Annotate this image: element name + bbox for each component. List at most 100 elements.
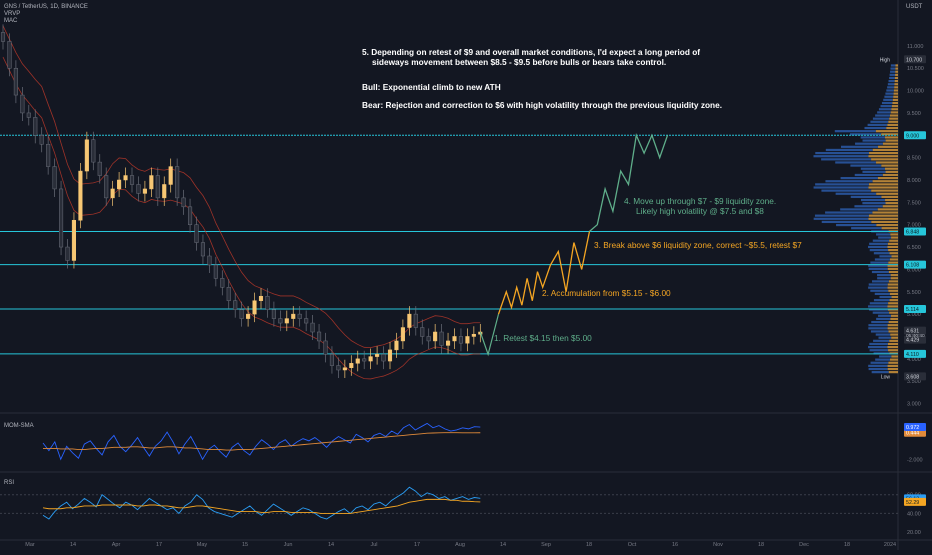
candle-body [368,356,373,362]
price-tick-label: 5.500 [907,290,921,296]
volume-profile-bar [869,349,889,352]
volume-profile-bar [881,164,898,167]
candle-body [426,336,431,342]
volume-profile-bar [835,161,877,164]
time-tick-label: 17 [414,542,420,548]
candle-body [252,300,257,315]
mom-label: 0.972 [906,425,919,431]
volume-profile-bar [893,95,898,98]
candle-body [33,117,38,136]
volume-profile-bar [869,242,888,245]
indicator-vrvp[interactable]: VRVP [4,11,21,17]
annotation-step3: 3. Break above $6 liquidity zone, correc… [594,240,802,250]
volume-profile-bar [870,261,889,264]
candle-body [278,318,283,324]
volume-profile-bar [890,233,898,236]
mom-label: 0.444 [906,431,919,437]
volume-profile-bar [887,324,898,327]
volume-profile-bar [887,305,898,308]
price-label-box [904,349,926,358]
volume-profile-bar [869,151,898,155]
annotation-bear: Bear: Rejection and correction to $6 wit… [362,100,723,110]
candle-body [465,336,470,344]
price-label: 4.110 [906,352,919,358]
volume-profile-bar [891,336,898,339]
volume-profile-bar [813,155,869,158]
volume-profile-bar [873,352,890,355]
volume-profile-bar [889,252,898,255]
volume-profile-bar [889,292,898,295]
candle-body [129,175,135,185]
volume-profile-bar [889,299,898,302]
price-tick-label: 7.000 [907,223,921,229]
volume-profile-bar [894,80,898,83]
price-label-box [904,335,926,344]
time-tick-label: Mar [25,542,35,548]
volume-profile-bar [815,151,870,155]
rsi-label-box [904,497,926,506]
candle-body [446,340,451,346]
volume-profile-bar [840,177,878,180]
volume-profile-bar [881,101,893,105]
volume-profile-bar [894,86,898,89]
volume-profile-bar [881,227,898,230]
annotation-bull: Bull: Exponential climb to new ATH [362,82,501,92]
candle-body [91,139,96,163]
volume-profile-bar [887,308,898,311]
volume-profile-bar [850,133,882,136]
ma-upper [2,25,481,349]
price-tick-label: 10.500 [907,66,924,72]
volume-profile-bar [881,133,898,136]
candles [0,24,483,379]
volume-profile-bar [869,302,889,305]
volume-profile-bar [887,123,898,127]
time-tick-label: 18 [586,542,592,548]
volume-profile-bar [872,239,890,242]
price-tick-label: 5.000 [907,312,921,318]
candle-body [65,246,70,261]
volume-profile-bar [888,80,895,83]
volume-profile-bar [825,148,873,152]
volume-profile-bar [836,223,877,227]
volume-profile-bar [887,342,898,346]
volume-profile-bar [872,211,898,214]
indicator-mac[interactable]: MAC [4,18,18,24]
candle-body [168,166,173,185]
volume-profile-bar [868,305,888,308]
volume-profile-bar [886,89,894,92]
price-tick-label: 8.500 [907,156,921,162]
price-tick-label: 11.000 [907,44,923,50]
rsi-tick-label: 40.00 [907,511,921,517]
mom-tick-label: -2.000 [907,457,923,463]
rsi-label[interactable]: RSI [4,480,15,486]
volume-profile-bar [864,126,887,130]
time-tick-label: 14 [70,542,76,548]
volume-profile-bar [821,220,872,224]
candle-body [329,354,334,366]
volume-profile-bar [872,180,898,183]
volume-profile-bar [878,108,892,111]
volume-profile-bar [867,123,888,127]
volume-profile-bar [877,274,891,277]
volume-profile-bar [868,214,898,217]
volume-profile-bar [860,198,886,202]
volume-profile-bar [862,202,886,205]
projection-segment-2 [497,231,591,315]
candle-body [104,175,109,199]
time-tick-label: Jul [370,542,377,548]
volume-profile-bar [887,286,898,289]
volume-profile-bar [835,192,877,195]
volume-profile-bar [869,342,888,346]
annotation-step1: 1. Retest $4.15 then $5.00 [494,333,592,343]
volume-profile-bar [854,205,883,208]
candle-body [200,242,205,257]
candle-body [46,143,51,167]
volume-profile-bar [884,167,898,170]
candle-body [362,358,367,362]
price-label: 4.631 [906,329,919,335]
volume-profile-bar [872,311,890,314]
candle-body [336,365,341,371]
mom-sma-label[interactable]: MOM-SMA [4,423,34,429]
price-label-box [904,260,926,269]
